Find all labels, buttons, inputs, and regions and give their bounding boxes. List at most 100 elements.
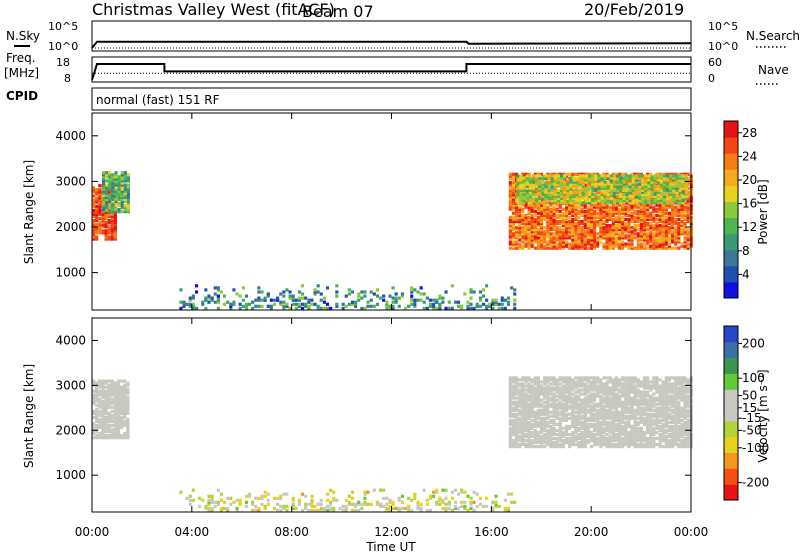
range-gate-cell [586,430,590,435]
range-gate-cell [652,404,656,408]
range-gate-cell [675,178,679,182]
range-gate-cell [671,234,675,238]
range-gate-cell [113,399,117,403]
range-gate-cell [639,434,643,439]
range-gate-cell [659,176,663,180]
range-gate-cell [117,187,121,191]
range-gate-cell [561,402,565,406]
range-gate-cell [558,228,562,232]
range-gate-cell [101,219,105,223]
range-gate-cell [552,209,556,213]
range-gate-cell [614,384,618,388]
range-gate-cell [552,443,556,447]
range-gate-cell [568,224,572,228]
range-gate-cell [98,417,102,422]
range-gate-cell [516,178,520,182]
range-gate-cell [639,408,643,412]
range-gate-cell [662,176,666,180]
range-gate-cell [543,428,547,433]
range-gate-cell [683,201,687,205]
range-gate-cell [583,441,587,445]
range-gate-cell [667,172,671,176]
range-gate-cell [543,240,547,244]
range-gate-cell [686,213,690,217]
range-gate-cell [575,178,579,182]
range-gate-cell [354,300,358,304]
range-gate-cell [618,402,622,406]
range-gate-cell [686,203,690,207]
range-gate-cell [515,203,519,207]
range-gate-cell [110,399,114,403]
range-gate-cell [575,188,579,192]
range-gate-cell [508,230,512,234]
range-gate-cell [677,213,681,217]
range-gate-cell [618,400,622,404]
range-gate-cell [107,413,111,417]
range-gate-cell [556,184,560,188]
range-gate-cell [572,199,576,203]
range-gate-cell [661,246,665,250]
range-gate-cell [662,199,666,203]
range-gate-cell [631,199,635,203]
range-gate-cell [619,194,623,198]
range-gate-cell [530,201,534,205]
range-gate-cell [655,426,659,430]
range-gate-cell [561,217,565,222]
cpid-mode-text: normal (fast) 151 RF [96,93,220,107]
range-gate-cell [561,439,565,443]
range-gate-cell [658,207,662,211]
range-gate-cell [599,416,603,420]
range-gate-cell [444,290,448,294]
range-gate-cell [120,185,124,189]
range-gate-cell [577,412,581,416]
range-gate-cell [652,207,656,211]
range-gate-cell [638,182,642,186]
range-gate-cell [238,294,242,298]
range-gate-cell [251,300,255,304]
range-gate-cell [608,430,612,435]
range-gate-cell [589,244,593,248]
range-gate-cell [603,199,607,203]
range-gate-cell [511,392,515,396]
range-gate-cell [515,240,519,244]
range-gate-cell [98,184,102,188]
range-gate-cell [98,212,102,217]
range-gate-cell [533,378,537,382]
range-gate-cell [633,426,637,430]
range-gate-cell [671,201,675,205]
range-gate-cell [580,426,584,430]
range-gate-cell [508,191,512,195]
range-gate-cell [550,188,554,192]
range-gate-cell [658,398,662,402]
range-gate-cell [531,186,535,190]
range-gate-cell [647,182,651,186]
range-gate-cell [596,232,600,236]
range-gate-cell [561,396,565,400]
range-gate-cell [546,420,550,424]
range-gate-cell [652,205,656,209]
range-gate-cell [536,382,540,386]
range-gate-cell [613,174,617,178]
range-gate-cell [653,176,657,180]
range-gate-cell [605,232,609,236]
range-gate-cell [527,422,531,426]
range-gate-cell [235,292,239,296]
range-gate-cell [533,404,537,408]
range-gate-cell [674,205,678,209]
range-gate-cell [536,392,540,396]
range-gate-cell [518,209,522,213]
range-gate-cell [630,416,634,420]
range-gate-cell [608,406,612,410]
range-gate-cell [102,171,106,175]
range-gate-cell [649,436,653,441]
range-gate-cell [533,412,537,416]
range-gate-cell [98,405,102,409]
range-gate-cell [613,194,617,198]
range-gate-cell [662,182,666,186]
range-gate-cell [633,219,637,224]
range-gate-cell [664,205,668,209]
range-gate-cell [527,428,531,433]
range-gate-cell [556,180,560,184]
range-gate-cell [633,402,637,406]
range-gate-cell [580,246,584,250]
